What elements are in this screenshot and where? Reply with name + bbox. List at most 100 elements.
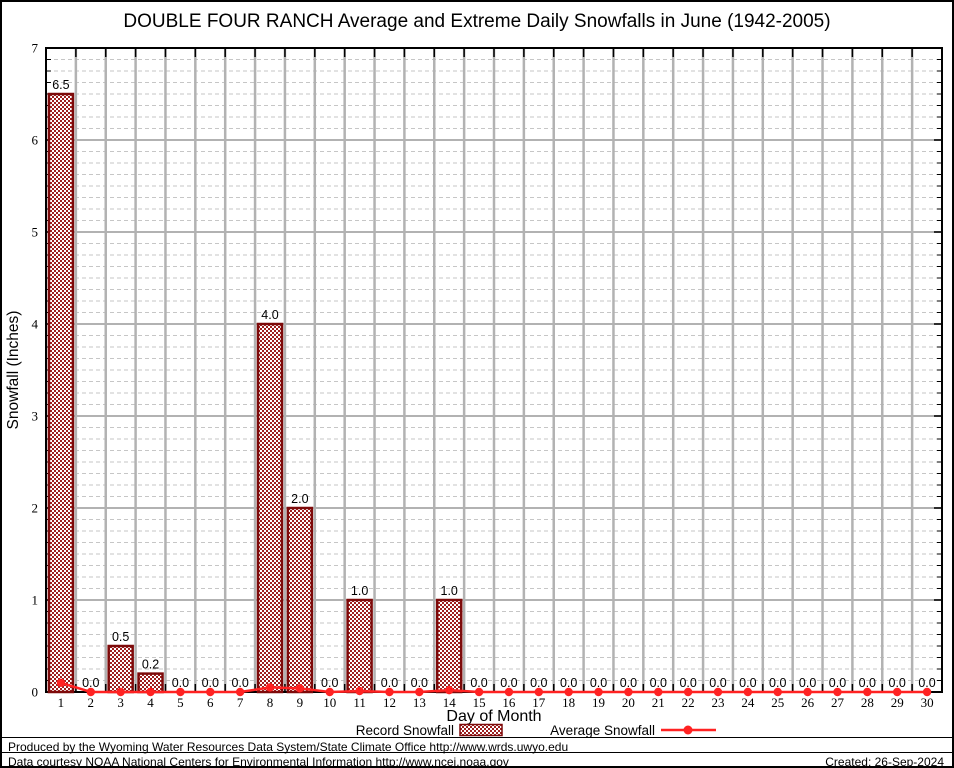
record-value-label: 1.0 (441, 584, 458, 598)
record-value-label: 0.0 (381, 676, 398, 690)
x-axis-tick-label: 16 (502, 695, 516, 710)
y-axis-tick-label: 2 (32, 501, 39, 516)
footer-created-date: Created: 26-Sep-2024 (825, 755, 944, 768)
average-point-day-23 (713, 687, 723, 697)
record-value-label: 0.0 (650, 676, 667, 690)
average-line (60, 681, 928, 694)
y-axis-tick-label: 5 (32, 225, 39, 240)
x-axis-tick-label: 19 (592, 695, 605, 710)
record-value-label: 4.0 (261, 308, 278, 322)
average-point-day-21 (654, 687, 663, 697)
average-point-day-5 (176, 687, 185, 697)
record-value-label: 0.0 (202, 676, 219, 690)
average-point-day-26 (803, 687, 812, 697)
x-axis-title: Day of Month (446, 708, 541, 725)
average-point-day-14 (445, 685, 454, 695)
x-axis-tick-label: 17 (532, 695, 546, 710)
average-point-day-13 (415, 687, 424, 697)
record-value-label: 0.0 (82, 676, 99, 690)
record-bar-day-9 (286, 506, 314, 694)
record-value-label: 0.0 (470, 676, 487, 690)
average-point-day-11 (355, 686, 364, 696)
record-value-label: 0.0 (859, 676, 876, 690)
average-point-day-22 (683, 687, 693, 697)
x-axis-tick-label: 27 (831, 695, 845, 710)
record-value-label: 0.0 (500, 676, 517, 690)
record-bar-day-14 (435, 598, 463, 694)
chart-title: DOUBLE FOUR RANCH Average and Extreme Da… (123, 11, 831, 32)
average-point-day-7 (235, 687, 245, 697)
x-axis-tick-label: 6 (207, 695, 214, 710)
x-axis-tick-label: 11 (353, 695, 366, 710)
average-point-day-17 (534, 687, 543, 697)
record-value-label: 0.0 (321, 676, 338, 690)
record-value-label: 0.0 (530, 676, 547, 690)
footer-attribution-1: Produced by the Wyoming Water Resources … (8, 740, 569, 754)
x-axis-tick-label: 22 (682, 695, 695, 710)
average-point-day-12 (385, 687, 394, 697)
record-value-label: 0.2 (142, 658, 159, 672)
record-value-label: 6.5 (52, 78, 69, 92)
record-value-label: 1.0 (351, 584, 368, 598)
average-point-day-2 (86, 687, 96, 697)
average-point-day-6 (206, 687, 215, 697)
x-axis-tick-label: 3 (117, 695, 124, 710)
y-axis-tick-label: 6 (32, 133, 39, 148)
x-axis-tick-label: 12 (383, 695, 396, 710)
record-value-label: 0.0 (620, 676, 637, 690)
legend-label-record: Record Snowfall (356, 723, 454, 738)
x-axis-tick-label: 18 (562, 695, 575, 710)
x-axis-tick-label: 24 (741, 695, 755, 710)
x-axis-tick-label: 8 (267, 695, 274, 710)
x-axis-tick-label: 5 (177, 695, 184, 710)
record-value-label: 0.0 (590, 676, 607, 690)
x-axis-tick-label: 2 (88, 695, 95, 710)
average-point-day-16 (504, 687, 514, 697)
record-value-label: 0.0 (799, 676, 816, 690)
x-axis-tick-label: 14 (443, 695, 457, 710)
average-point-day-30 (922, 687, 932, 697)
average-point-day-19 (594, 687, 603, 697)
record-value-label: 0.0 (739, 676, 756, 690)
record-bar-day-3 (107, 644, 134, 694)
average-point-day-25 (773, 687, 782, 697)
average-point-day-8 (265, 683, 275, 692)
x-axis-tick-label: 9 (297, 695, 304, 710)
average-point-day-9 (295, 684, 305, 693)
record-value-label: 0.0 (231, 676, 248, 690)
x-axis-tick-label: 26 (801, 695, 815, 710)
average-point-day-15 (474, 687, 484, 697)
footer-attribution-2: Data courtesy NOAA National Centers for … (8, 755, 509, 768)
record-value-label: 0.0 (769, 676, 786, 690)
x-axis-tick-label: 28 (861, 695, 874, 710)
y-axis-title: Snowfall (Inches) (5, 311, 22, 430)
record-bar-day-11 (346, 598, 373, 694)
average-point-day-27 (833, 687, 842, 697)
x-axis-tick-label: 1 (58, 695, 65, 710)
average-point-day-1 (56, 678, 66, 687)
average-point-day-24 (743, 687, 753, 697)
x-axis-tick-label: 30 (921, 695, 934, 710)
average-point-day-3 (116, 687, 125, 697)
x-axis-tick-label: 13 (413, 695, 426, 710)
legend-marker-average (683, 725, 693, 735)
record-value-label: 0.0 (560, 676, 577, 690)
average-point-day-28 (863, 687, 872, 697)
average-point-day-10 (325, 687, 334, 697)
average-point-day-20 (624, 687, 633, 697)
y-axis-tick-label: 7 (32, 41, 39, 56)
y-axis-tick-label: 0 (32, 685, 39, 700)
x-axis-tick-label: 21 (652, 695, 665, 710)
record-bar-day-8 (256, 322, 284, 694)
record-value-label: 2.0 (291, 492, 308, 506)
record-value-label: 0.0 (829, 676, 846, 690)
record-value-label: 0.5 (112, 630, 129, 644)
x-axis-tick-label: 20 (622, 695, 635, 710)
x-axis-tick-label: 15 (473, 695, 486, 710)
record-value-label: 0.0 (889, 676, 906, 690)
record-bar-day-1 (47, 92, 75, 694)
x-axis-tick-label: 4 (147, 695, 154, 710)
average-point-day-4 (146, 687, 155, 697)
